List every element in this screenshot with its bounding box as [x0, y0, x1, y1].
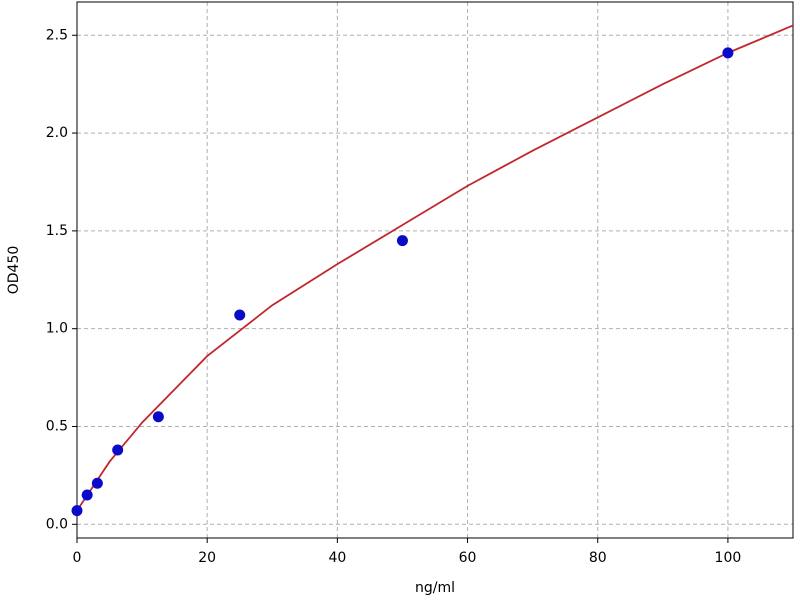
y-tick-label: 2.5 — [46, 27, 68, 43]
y-axis-label: OD450 — [6, 246, 22, 295]
x-tick-label: 100 — [715, 550, 742, 566]
data-point — [722, 47, 734, 59]
x-tick-label: 0 — [73, 550, 82, 566]
plot-frame — [76, 1, 794, 539]
y-tick-label: 1.5 — [46, 223, 68, 239]
fit-curve — [76, 24, 794, 512]
x-tick-label: 60 — [459, 550, 477, 566]
x-tick-label: 80 — [589, 550, 607, 566]
data-point — [152, 411, 164, 423]
data-point — [396, 235, 408, 247]
x-tick-label: 40 — [328, 550, 346, 566]
y-tick-label: 1.0 — [46, 321, 68, 337]
y-tick-label: 2.0 — [46, 125, 68, 141]
y-tick-label: 0.5 — [46, 418, 68, 434]
data-point — [112, 444, 124, 456]
data-point — [71, 505, 83, 517]
y-tick-label: 0.0 — [46, 516, 68, 532]
data-point — [91, 477, 103, 489]
data-point — [234, 309, 246, 321]
x-axis-label: ng/ml — [415, 580, 455, 596]
x-tick-label: 20 — [198, 550, 216, 566]
data-point — [81, 489, 93, 501]
